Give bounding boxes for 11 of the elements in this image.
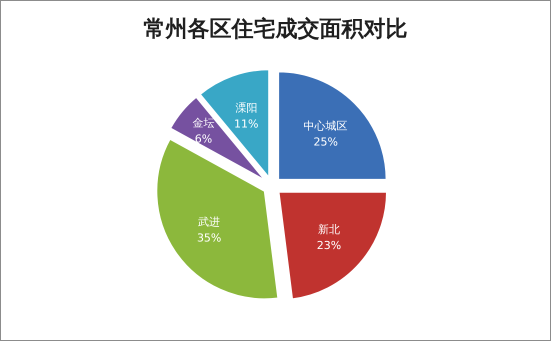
- data-label: 6%: [194, 132, 212, 146]
- data-label: 11%: [234, 118, 258, 131]
- data-label: 35%: [196, 232, 222, 245]
- slice-label: 溧阳: [235, 102, 258, 115]
- slice-label: 新北: [318, 223, 340, 236]
- data-label: 25%: [313, 135, 338, 148]
- slice-label: 中心城区: [304, 119, 348, 132]
- slice-label: 武进: [198, 216, 220, 229]
- chart-title: 常州各区住宅成交面积对比: [144, 16, 408, 42]
- slice-label: 金坛: [192, 116, 214, 130]
- data-label: 23%: [316, 239, 342, 252]
